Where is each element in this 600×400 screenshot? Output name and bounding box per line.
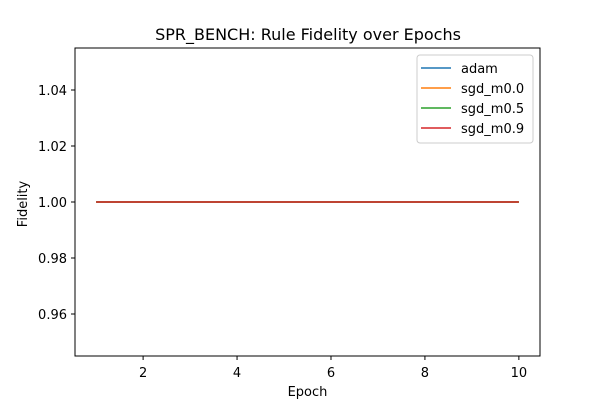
legend-box xyxy=(416,54,534,144)
y-axis-label: Fidelity xyxy=(16,180,31,227)
y-tick-label: 1.02 xyxy=(38,140,67,155)
legend-label-sgd_m0.5: sgd_m0.5 xyxy=(461,102,524,117)
x-tick-label: 8 xyxy=(421,366,429,381)
x-tick-label: 10 xyxy=(511,366,528,381)
x-tick-label: 4 xyxy=(233,366,241,381)
x-tick-label: 2 xyxy=(139,366,147,381)
legend-label-sgd_m0.0: sgd_m0.0 xyxy=(461,82,524,97)
y-tick-label: 1.04 xyxy=(38,84,67,99)
chart-title: SPR_BENCH: Rule Fidelity over Epochs xyxy=(155,25,461,45)
x-axis-label: Epoch xyxy=(288,385,328,400)
legend-label-sgd_m0.9: sgd_m0.9 xyxy=(461,122,524,137)
y-tick-label: 0.96 xyxy=(38,308,67,323)
y-tick-label: 0.98 xyxy=(38,252,67,267)
legend: adam sgd_m0.0 sgd_m0.5 sgd_m0.9 xyxy=(416,54,534,144)
x-tick-label: 6 xyxy=(327,366,335,381)
x-axis-ticks: 2 4 6 8 10 xyxy=(139,356,527,381)
y-tick-label: 1.00 xyxy=(38,196,67,211)
legend-label-adam: adam xyxy=(461,62,498,77)
y-axis-ticks: 0.96 0.98 1.00 1.02 1.04 xyxy=(38,84,75,323)
